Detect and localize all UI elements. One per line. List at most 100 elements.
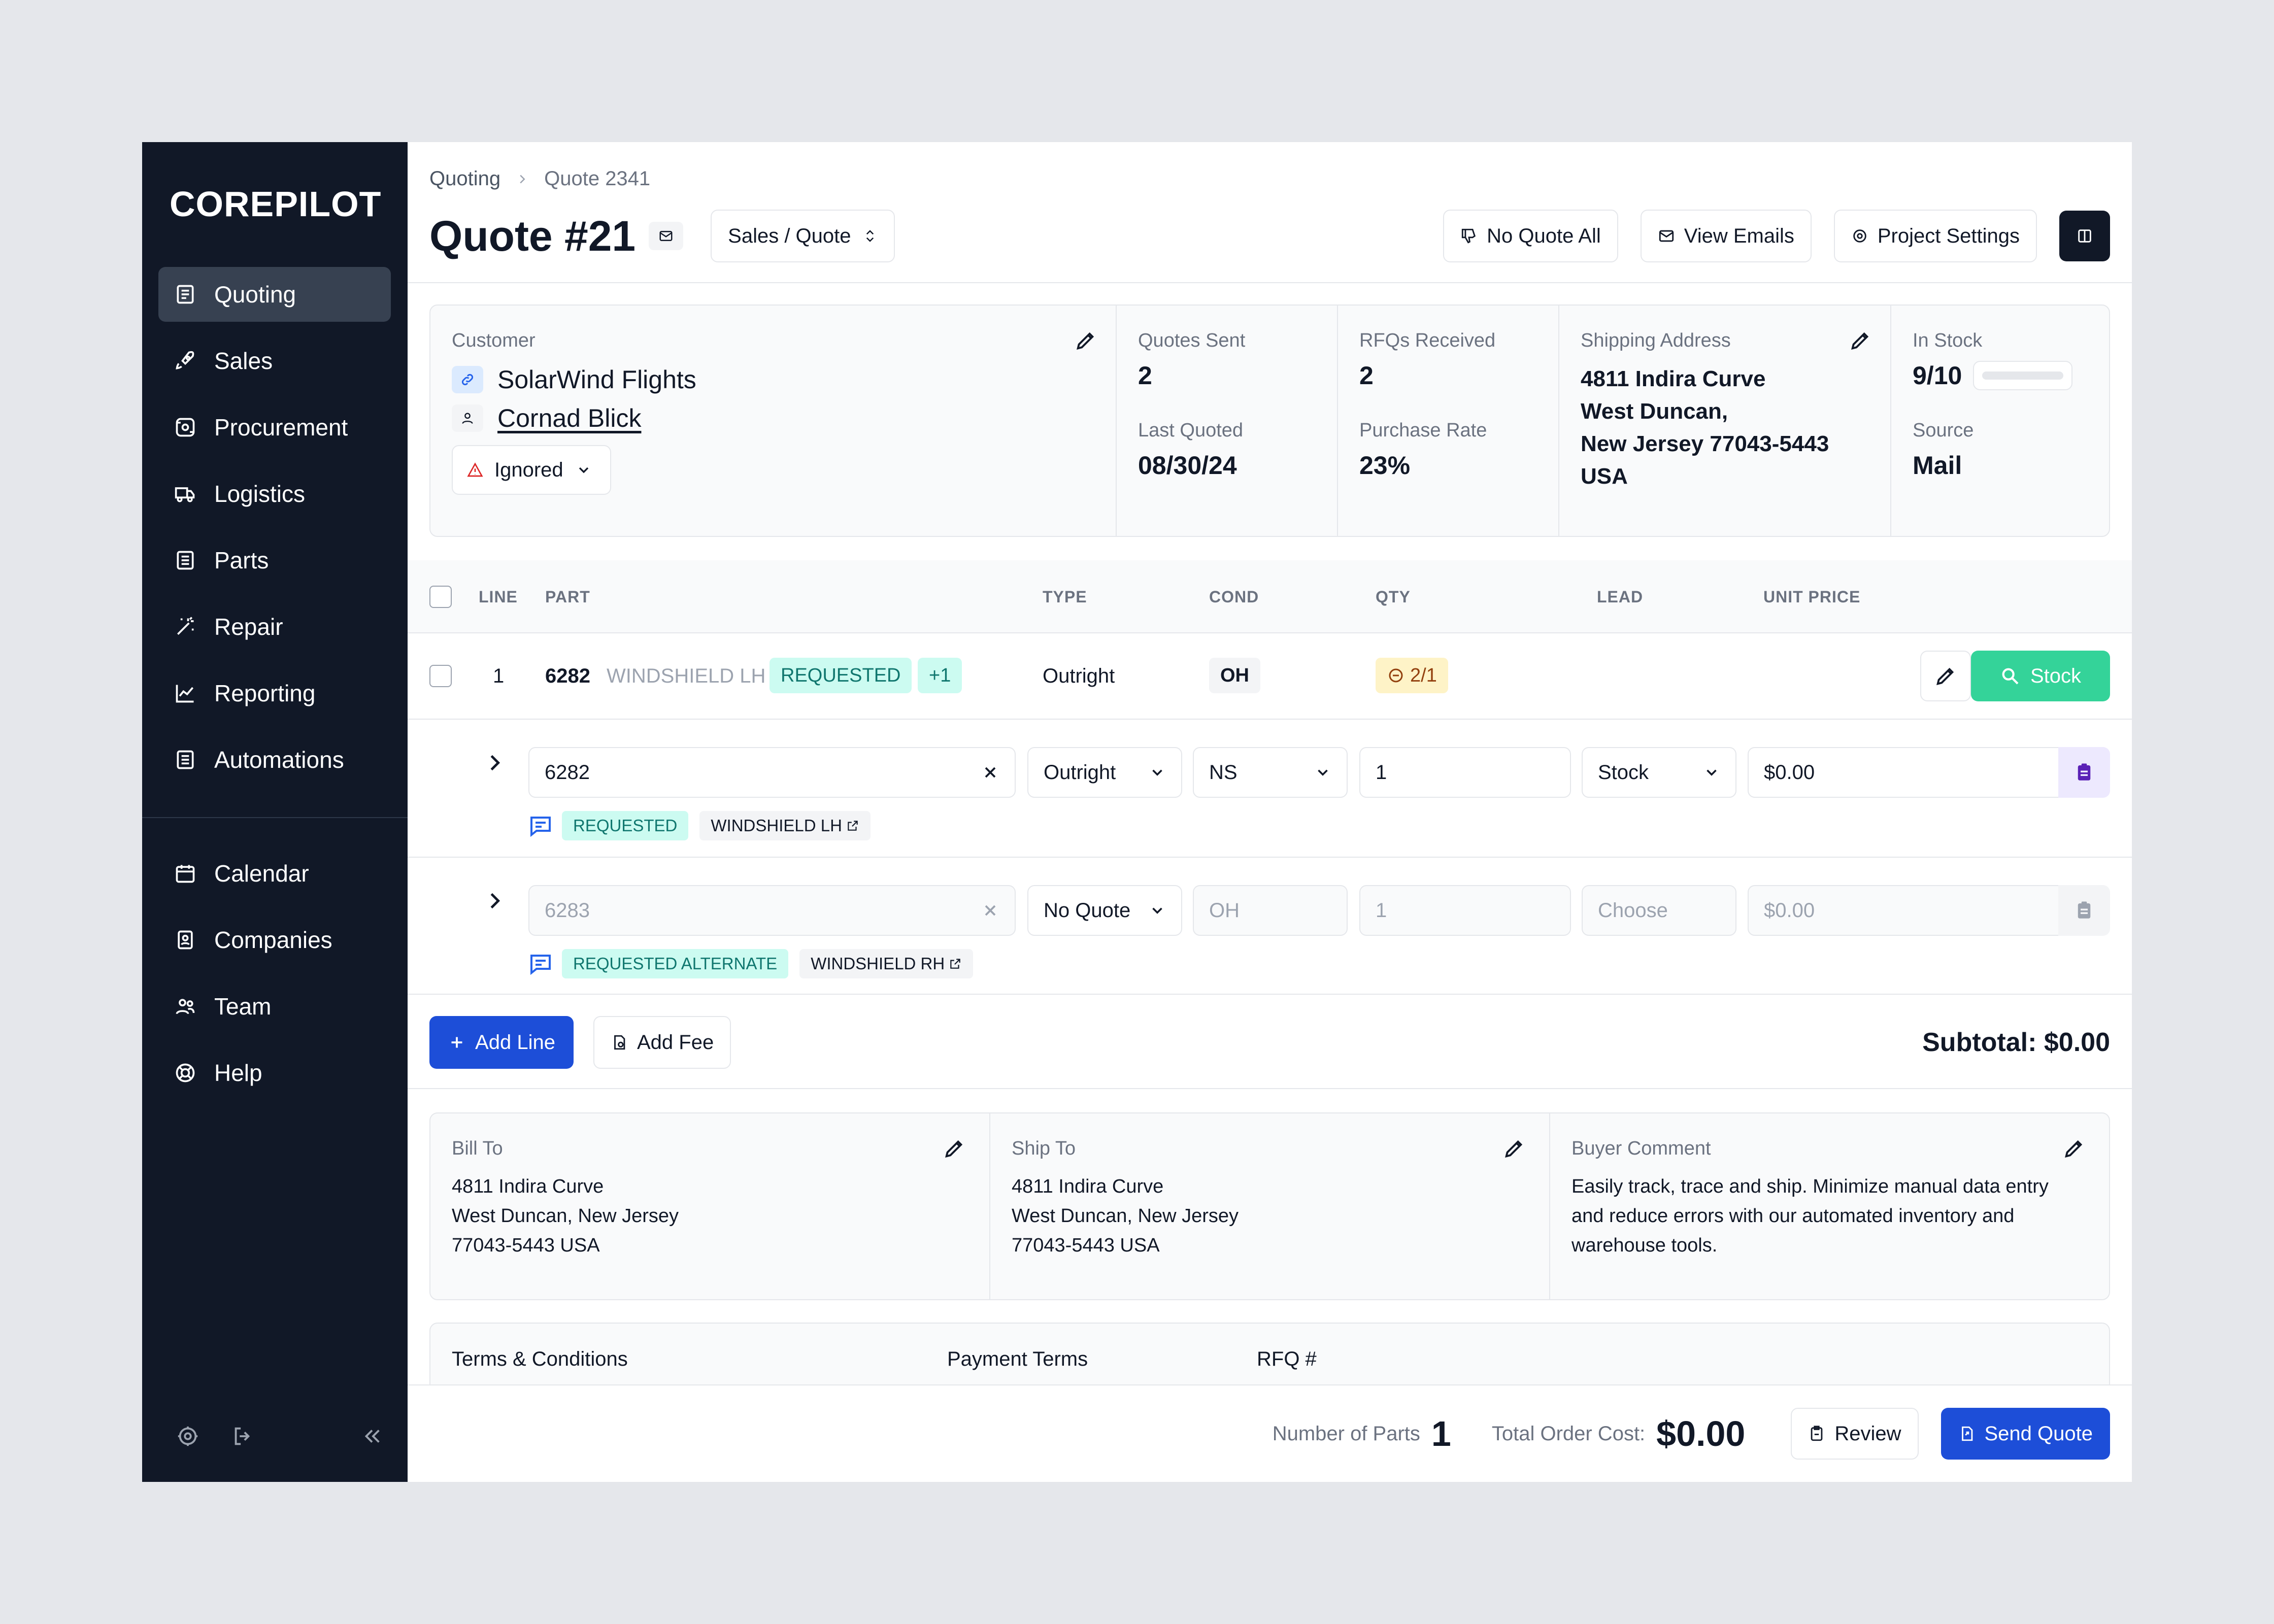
ship-to-address: 4811 Indira Curve West Duncan, New Jerse… bbox=[1012, 1172, 1528, 1260]
chevron-down-icon bbox=[1707, 769, 1717, 776]
clipboard-button[interactable] bbox=[2058, 747, 2110, 798]
rfqs-value: 2 bbox=[1359, 361, 1374, 390]
address-line: New Jersey 77043-5443 bbox=[1581, 431, 1829, 456]
sidebar-item-logistics[interactable]: Logistics bbox=[158, 466, 391, 521]
part-number[interactable]: 6282 bbox=[545, 665, 590, 687]
unit-price-input[interactable]: $0.00 bbox=[1748, 885, 2088, 936]
customer-label: Customer bbox=[452, 330, 536, 351]
pencil-icon bbox=[1936, 667, 1954, 685]
condition-badge: OH bbox=[1209, 658, 1260, 693]
sidebar-item-label: Companies bbox=[214, 927, 332, 953]
sidebar-item-quoting[interactable]: Quoting bbox=[158, 267, 391, 322]
main-content: Quoting Quote 2341 Quote #21 Sales / Quo… bbox=[408, 142, 2132, 1482]
col-part: PART bbox=[545, 588, 590, 606]
edit-line-button[interactable] bbox=[1920, 651, 1971, 701]
ship-to-section: Ship To 4811 Indira Curve West Duncan, N… bbox=[990, 1113, 1550, 1299]
review-button[interactable]: Review bbox=[1791, 1408, 1919, 1460]
breadcrumb-root[interactable]: Quoting bbox=[429, 167, 501, 190]
contact-name-link[interactable]: Cornad Blick bbox=[497, 404, 642, 432]
sidebar-item-team[interactable]: Team bbox=[158, 979, 391, 1034]
sidebar-item-help[interactable]: Help bbox=[158, 1045, 391, 1100]
row-checkbox[interactable] bbox=[429, 665, 452, 687]
last-quoted-label: Last Quoted bbox=[1138, 420, 1244, 441]
sidebar-item-label: Repair bbox=[214, 614, 283, 640]
edit-pencil-icon[interactable] bbox=[1849, 329, 1872, 352]
part-number-input[interactable]: 6283 bbox=[528, 885, 1016, 936]
stage-select[interactable]: Sales / Quote bbox=[711, 210, 895, 262]
lead-select[interactable]: Choose bbox=[1582, 885, 1736, 936]
search-icon bbox=[2002, 668, 2019, 685]
sidebar-item-calendar[interactable]: Calendar bbox=[158, 846, 391, 901]
no-quote-all-button[interactable]: No Quote All bbox=[1443, 210, 1618, 262]
sidebar-item-automations[interactable]: Automations bbox=[158, 732, 391, 787]
customer-info-card: Customer SolarWind Flights Cornad Blick bbox=[429, 304, 2110, 537]
quote-line-option: 6282 Outright NS 1 Stock $0.00 bbox=[408, 719, 2132, 857]
add-line-button[interactable]: Add Line bbox=[429, 1016, 574, 1069]
lead-value: Choose bbox=[1598, 899, 1668, 922]
sidebar-item-label: Quoting bbox=[214, 281, 296, 308]
chevron-down-icon bbox=[1318, 769, 1328, 776]
edit-pencil-icon[interactable] bbox=[1074, 329, 1097, 352]
add-fee-button[interactable]: Add Fee bbox=[593, 1016, 731, 1069]
sidebar-item-parts[interactable]: Parts bbox=[158, 533, 391, 588]
chevron-right-icon[interactable] bbox=[483, 889, 506, 912]
page-title: Quote #21 bbox=[429, 212, 636, 260]
sidebar-panel-icon bbox=[2078, 229, 2091, 243]
settings-gear-icon[interactable] bbox=[173, 1421, 203, 1451]
select-all-checkbox[interactable] bbox=[429, 586, 452, 608]
description-tag[interactable]: WINDSHIELD LH bbox=[699, 811, 871, 840]
view-emails-button[interactable]: View Emails bbox=[1640, 210, 1812, 262]
edit-pencil-icon[interactable] bbox=[943, 1137, 966, 1160]
type-select[interactable]: Outright bbox=[1027, 747, 1182, 798]
logout-icon[interactable] bbox=[227, 1421, 258, 1451]
clear-icon[interactable] bbox=[981, 901, 999, 920]
sidebar-item-reporting[interactable]: Reporting bbox=[158, 666, 391, 721]
requested-alternate-tag: REQUESTED ALTERNATE bbox=[562, 949, 789, 978]
payment-terms-label: Payment Terms bbox=[947, 1348, 1088, 1370]
quotes-sent-value: 2 bbox=[1138, 361, 1152, 390]
stock-button[interactable]: Stock bbox=[1971, 651, 2110, 701]
unit-price-input[interactable]: $0.00 bbox=[1748, 747, 2088, 798]
clipboard-button[interactable] bbox=[2058, 885, 2110, 936]
review-label: Review bbox=[1834, 1422, 1901, 1445]
collapse-sidebar-icon[interactable] bbox=[357, 1421, 387, 1451]
sidebar-footer bbox=[173, 1421, 387, 1451]
clear-icon[interactable] bbox=[981, 763, 999, 782]
quantity-value: 1 bbox=[1376, 761, 1387, 784]
send-quote-button[interactable]: Send Quote bbox=[1941, 1408, 2110, 1460]
extra-count-badge[interactable]: +1 bbox=[918, 658, 962, 693]
toggle-panel-button[interactable] bbox=[2059, 211, 2110, 261]
table-header: LINE PART TYPE COND QTY LEAD UNIT PRICE bbox=[408, 560, 2132, 633]
project-settings-button[interactable]: Project Settings bbox=[1833, 210, 2037, 262]
quantity-input[interactable]: 1 bbox=[1359, 885, 1571, 936]
description-tag[interactable]: WINDSHIELD RH bbox=[799, 949, 974, 978]
sidebar-item-companies[interactable]: Companies bbox=[158, 912, 391, 967]
type-select[interactable]: No Quote bbox=[1027, 885, 1182, 936]
sidebar-item-repair[interactable]: Repair bbox=[158, 599, 391, 654]
lead-select[interactable]: Stock bbox=[1582, 747, 1736, 798]
quantity-input[interactable]: 1 bbox=[1359, 747, 1571, 798]
edit-pencil-icon[interactable] bbox=[1502, 1137, 1526, 1160]
part-number-input[interactable]: 6282 bbox=[528, 747, 1016, 798]
chevron-down-icon bbox=[1152, 907, 1162, 914]
stock-section: In Stock 9/10 Source Mail bbox=[1891, 306, 2109, 536]
edit-pencil-icon[interactable] bbox=[2062, 1137, 2086, 1160]
sidebar-item-sales[interactable]: Sales bbox=[158, 333, 391, 388]
sidebar-item-procurement[interactable]: Procurement bbox=[158, 400, 391, 455]
condition-select[interactable]: NS bbox=[1193, 747, 1348, 798]
ship-to-label: Ship To bbox=[1012, 1138, 1076, 1159]
customer-name[interactable]: SolarWind Flights bbox=[497, 365, 696, 394]
col-qty: QTY bbox=[1376, 588, 1411, 606]
app-logo: COREPILOT bbox=[170, 184, 382, 224]
status-dropdown[interactable]: Ignored bbox=[452, 445, 611, 495]
address-line: West Duncan, New Jersey bbox=[1012, 1205, 1239, 1227]
external-link-icon bbox=[848, 821, 858, 831]
header-actions: No Quote All View Emails Project Setting… bbox=[1421, 210, 2110, 262]
mail-icon[interactable] bbox=[649, 222, 684, 250]
condition-select[interactable]: OH bbox=[1193, 885, 1348, 936]
comment-line: warehouse tools. bbox=[1571, 1235, 1718, 1256]
parts-list-icon bbox=[173, 548, 198, 573]
address-line: USA bbox=[1581, 464, 1628, 489]
chevron-right-icon[interactable] bbox=[483, 751, 506, 774]
send-document-icon bbox=[1961, 1426, 1972, 1441]
